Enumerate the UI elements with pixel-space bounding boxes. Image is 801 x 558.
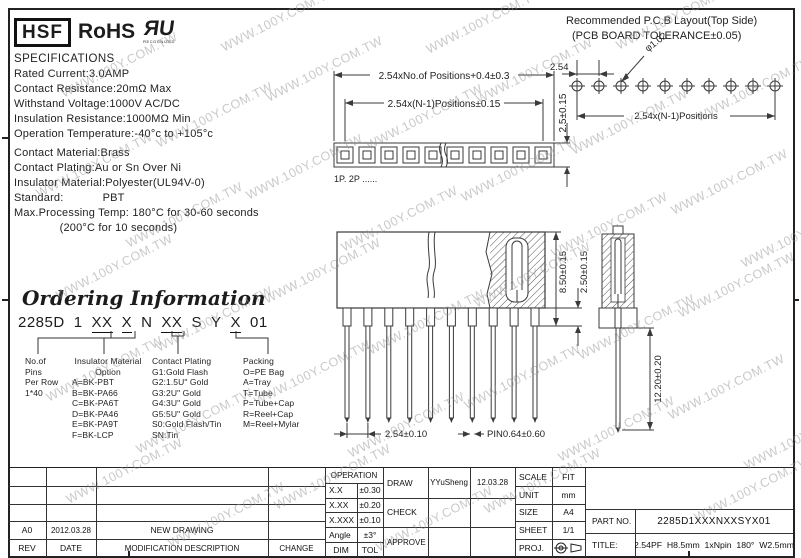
spec-line: Withstand Voltage:1000V AC/DC	[14, 98, 181, 110]
socket-cavities	[336, 146, 552, 164]
ordering-title: Ordering Information	[22, 286, 266, 310]
pcb-layout-title: Recommended P.C.B Layout(Top Side)	[566, 15, 757, 27]
sheet-value: 1/1	[562, 525, 575, 536]
tol-dim-3: X.XXX	[329, 514, 355, 525]
title-label: TITLE:	[592, 540, 618, 550]
logo-row: HSF RoHS ЯU RECOGNIZED	[14, 17, 176, 47]
projection-label: PROJ.	[519, 543, 545, 554]
part-no-label: PART NO.	[592, 516, 632, 526]
ordering-col-packing: Packing O=PE Bag A=Tray T=Tube P=Tube+Ca…	[243, 356, 300, 429]
spec-line: Standard: PBT	[14, 192, 125, 204]
specifications-block-2: Contact Material:Brass Contact Plating:A…	[14, 146, 259, 236]
ordering-col-plating: Contact Plating G1:Gold Flash G2:1.5U" G…	[152, 356, 222, 440]
edge-tick	[793, 299, 799, 301]
spec-line: Contact Material:Brass	[14, 147, 130, 159]
specifications-block: SPECIFICATIONS Rated Current:3.0AMP Cont…	[14, 52, 213, 142]
tol-val-2: ±0.20	[359, 499, 381, 510]
edge-tick	[2, 137, 8, 139]
date-header: DATE	[59, 543, 83, 554]
connector-top-view-drawing: 2.54xNo.of Positions+0.4±0.3 2.54x(N-1)P…	[333, 68, 570, 187]
size-label: SIZE	[519, 507, 538, 518]
tol-val-3: ±0.10	[359, 514, 381, 525]
tol-dim-1: X.X	[329, 485, 343, 496]
code-n: N	[141, 314, 153, 331]
tolerance-header: OPERATION	[330, 470, 378, 480]
spec-line: Insulator Material:Polyester(UL94V-0)	[14, 177, 205, 189]
scale-label: SCALE	[519, 471, 547, 482]
dim-pin-pitch: 2.54±0.10	[385, 429, 427, 440]
pin-number-labels: 1P. 2P ......	[334, 174, 377, 184]
ordering-col-pins: No.of Pins Per Row 1*40	[25, 356, 59, 398]
spec-line: Contact Resistance:20mΩ Max	[14, 83, 172, 95]
dim-overall-length: 2.54xNo.of Positions+0.4±0.3	[379, 71, 510, 82]
change-header: CHANGE	[279, 543, 314, 553]
edge-tick	[688, 551, 690, 557]
unit-label: UNIT	[519, 489, 539, 500]
tol-dim-2: X.XX	[329, 499, 349, 510]
rev-date: 2012.03.28	[50, 525, 92, 535]
size-value: A4	[563, 507, 574, 518]
rev-description: NEW DRAWING	[150, 525, 214, 536]
rohs-logo: RoHS	[78, 20, 136, 43]
spec-line: Operation Temperature:-40°c to +105°c	[14, 128, 214, 140]
code-suffix: 01	[249, 314, 268, 331]
part-no-value: 2285D1XXXNXXSYX01	[657, 515, 771, 527]
hsf-logo: HSF	[14, 18, 71, 47]
code-y: Y	[210, 314, 222, 331]
dim-hole-pitch: 2.54	[550, 62, 569, 73]
code-s: S	[191, 314, 202, 331]
unit-value: mm	[561, 489, 576, 500]
dim-body-height: 8.50±0.15	[558, 251, 569, 293]
title-value: 2.54PF H8.5mm 1xNpin 180° W2.5mm	[635, 540, 793, 550]
pcb-holes	[569, 78, 783, 94]
title-block: A0 2012.03.28 NEW DRAWING REV DATE MODIF…	[8, 467, 793, 557]
ul-recognized-icon: ЯU RECOGNIZED	[142, 17, 176, 44]
code-insulator: X	[121, 314, 133, 333]
dim-pin-size: PIN0.64±0.60	[487, 429, 545, 440]
scale-value: FIT	[562, 471, 575, 482]
drawing-border	[8, 8, 795, 558]
tol-val-1: ±0.30	[359, 485, 381, 496]
company-strip	[586, 488, 793, 508]
pcb-layout-drawing: Recommended P.C.B Layout(Top Side) (PCB …	[550, 15, 783, 122]
draw-name: YYuSheng	[430, 478, 468, 488]
approve-label: APPROVE	[387, 537, 426, 547]
tol-dim-4: Angle	[329, 529, 351, 540]
code-pins: XX	[91, 314, 113, 333]
pcb-layout-subtitle: (PCB BOARD TOLERANCE±0.05)	[572, 30, 741, 42]
rev-header: REV	[18, 543, 36, 554]
dim-header: DIM	[333, 544, 349, 555]
ordering-col-insulator: Insulator Material Option A=BK-PBT B=BK-…	[72, 356, 142, 440]
modification-header: MODIFICATION DESCRIPTION	[124, 543, 240, 553]
spec-line: Max.Processing Temp: 180°C for 30-60 sec…	[14, 207, 259, 219]
edge-tick	[2, 299, 8, 301]
spec-line: (200°C for 10 seconds)	[14, 222, 178, 234]
edge-tick	[128, 551, 130, 557]
pin-row	[342, 307, 540, 419]
dim-standoff-height: 2.50±0.15	[579, 251, 590, 293]
dim-tail-length: 12.20±0.20	[653, 355, 664, 402]
check-label: CHECK	[387, 507, 417, 518]
connector-side-view-drawing: 2.54±0.10 PIN0.64±0.60 8.50±0.15 2.50±0.…	[334, 225, 664, 440]
spec-line: Insulation Resistance:1000MΩ Min	[14, 113, 191, 125]
dim-body-width: 2.5±0.15	[558, 93, 569, 132]
spec-line: Contact Plating:Au or Sn Over Ni	[14, 162, 182, 174]
spec-line: Rated Current:3.0AMP	[14, 68, 130, 80]
draw-date: 12.03.28	[476, 478, 509, 488]
code-rows: 1	[73, 314, 83, 331]
draw-label: DRAW	[387, 477, 413, 488]
projection-symbol-icon	[552, 539, 585, 557]
dim-position-span: 2.54x(N-1)Positions±0.15	[388, 99, 501, 110]
spec-title: SPECIFICATIONS	[14, 53, 115, 65]
rev-id: A0	[21, 525, 33, 536]
ordering-code: 2285D 1 XX X N XX S Y X 01	[18, 314, 277, 333]
dim-hole-span: 2.54x(N-1)Positions	[634, 111, 718, 122]
code-series: 2285D	[18, 314, 65, 331]
tol-val-4: ±3°	[363, 529, 377, 540]
sheet-label: SHEET	[519, 525, 548, 536]
ordering-leader-lines	[37, 331, 269, 354]
tol-header: TOL	[361, 544, 379, 555]
contact-spring	[511, 240, 523, 302]
